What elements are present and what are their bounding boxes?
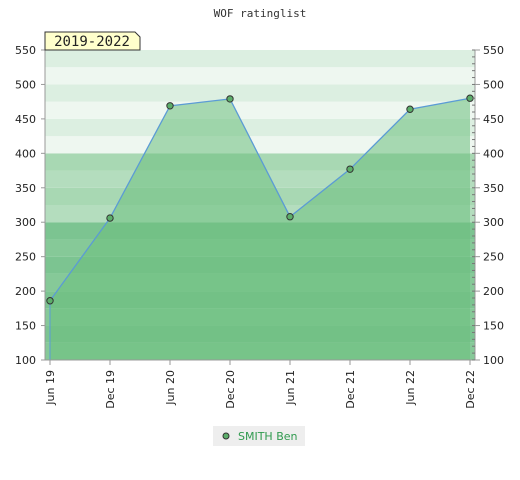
period-badge-box bbox=[44, 31, 141, 51]
x-tick-label: Dec 22 bbox=[464, 370, 477, 409]
x-tick-label: Jun 21 bbox=[284, 370, 297, 406]
data-point[interactable] bbox=[226, 95, 234, 103]
x-ticks: Jun 19 Dec 19 Jun 20 Dec 20 Jun 21 Dec 21 Jun … bbox=[44, 360, 477, 409]
y-tick-label-left: 200 bbox=[15, 285, 36, 298]
y-tick-label-left: 150 bbox=[15, 320, 36, 333]
y-tick-label-right: 150 bbox=[483, 320, 504, 333]
series-line bbox=[49, 97, 471, 302]
area-fill bbox=[50, 98, 470, 360]
data-point[interactable] bbox=[286, 213, 294, 221]
axes bbox=[44, 50, 476, 361]
y-tick-label-right: 500 bbox=[483, 78, 504, 91]
y-tick-label-left: 250 bbox=[15, 251, 36, 264]
legend-marker bbox=[222, 432, 230, 440]
y-tick-label-right: 400 bbox=[483, 147, 504, 160]
y-tick-label-right: 200 bbox=[483, 285, 504, 298]
data-point[interactable] bbox=[406, 105, 414, 113]
legend[interactable]: SMITH Ben bbox=[213, 426, 305, 446]
background-band bbox=[45, 118, 475, 137]
x-tick-label: Dec 19 bbox=[104, 370, 117, 409]
y-tick-label-left: 100 bbox=[15, 354, 36, 367]
x-tick-label: Dec 21 bbox=[344, 370, 357, 409]
y-ticks-right: 100 150 200 250 300 350 400 450 500 550 bbox=[472, 44, 504, 367]
rating-area bbox=[49, 97, 471, 360]
x-tick-label: Dec 20 bbox=[224, 370, 237, 409]
chart-title: WOF ratinglist bbox=[214, 7, 307, 20]
legend-label: SMITH Ben bbox=[238, 430, 298, 443]
background-band bbox=[45, 50, 475, 68]
period-badge: 2019-2022 bbox=[44, 31, 141, 51]
x-tick-label: Jun 19 bbox=[44, 370, 57, 406]
y-tick-label-right: 450 bbox=[483, 113, 504, 126]
y-tick-label-left: 450 bbox=[15, 113, 36, 126]
background-band bbox=[45, 84, 475, 102]
y-tick-label-left: 500 bbox=[15, 78, 36, 91]
y-tick-label-left: 400 bbox=[15, 147, 36, 160]
background-band bbox=[45, 67, 475, 85]
y-tick-label-left: 350 bbox=[15, 182, 36, 195]
background-band bbox=[45, 101, 475, 119]
data-point[interactable] bbox=[46, 297, 54, 305]
x-tick-label: Jun 22 bbox=[404, 370, 417, 406]
y-tick-label-right: 250 bbox=[483, 251, 504, 264]
data-point[interactable] bbox=[106, 214, 114, 222]
data-point[interactable] bbox=[346, 165, 354, 173]
data-point[interactable] bbox=[166, 102, 174, 110]
y-tick-label-right: 300 bbox=[483, 216, 504, 229]
y-ticks-left: 100 150 200 250 300 350 400 450 500 550 bbox=[15, 44, 45, 367]
legend-box bbox=[213, 426, 305, 446]
data-points bbox=[46, 94, 474, 305]
period-label: 2019-2022 bbox=[54, 34, 130, 50]
y-tick-label-left: 550 bbox=[15, 44, 36, 57]
y-tick-label-right: 550 bbox=[483, 44, 504, 57]
y-tick-label-right: 350 bbox=[483, 182, 504, 195]
y-tick-label-right: 100 bbox=[483, 354, 504, 367]
x-tick-label: Jun 20 bbox=[164, 370, 177, 406]
y-tick-label-left: 300 bbox=[15, 216, 36, 229]
